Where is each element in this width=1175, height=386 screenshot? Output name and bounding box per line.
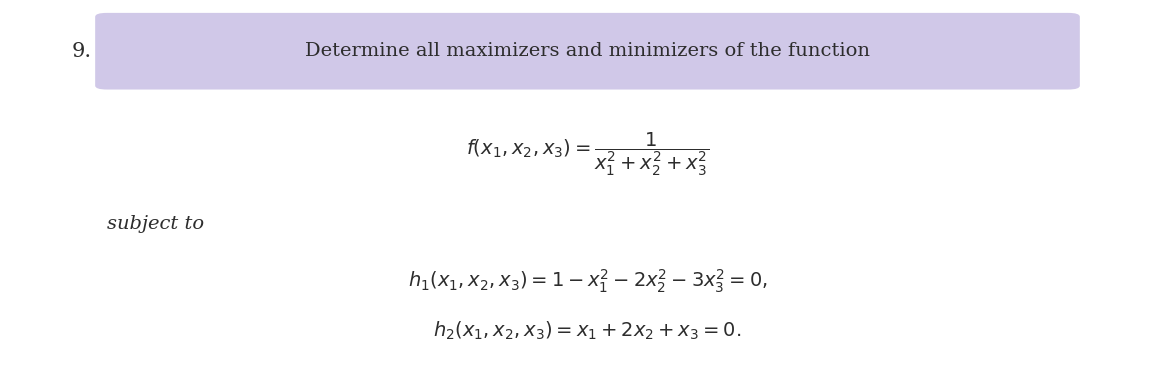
Text: $h_1(x_1, x_2, x_3) = 1 - x_1^2 - 2x_2^2 - 3x_3^2 = 0,$: $h_1(x_1, x_2, x_3) = 1 - x_1^2 - 2x_2^2… [408, 267, 767, 295]
Text: Determine all maximizers and minimizers of the function: Determine all maximizers and minimizers … [306, 42, 870, 60]
Text: $h_2(x_1, x_2, x_3) = x_1 + 2x_2 + x_3 = 0.$: $h_2(x_1, x_2, x_3) = x_1 + 2x_2 + x_3 =… [434, 320, 741, 342]
Text: 9.: 9. [72, 42, 92, 61]
Text: $f(x_1, x_2, x_3) = \dfrac{1}{x_1^2 + x_2^2 + x_3^2}$: $f(x_1, x_2, x_3) = \dfrac{1}{x_1^2 + x_… [465, 131, 710, 178]
Text: subject to: subject to [107, 215, 204, 233]
FancyBboxPatch shape [95, 13, 1080, 90]
